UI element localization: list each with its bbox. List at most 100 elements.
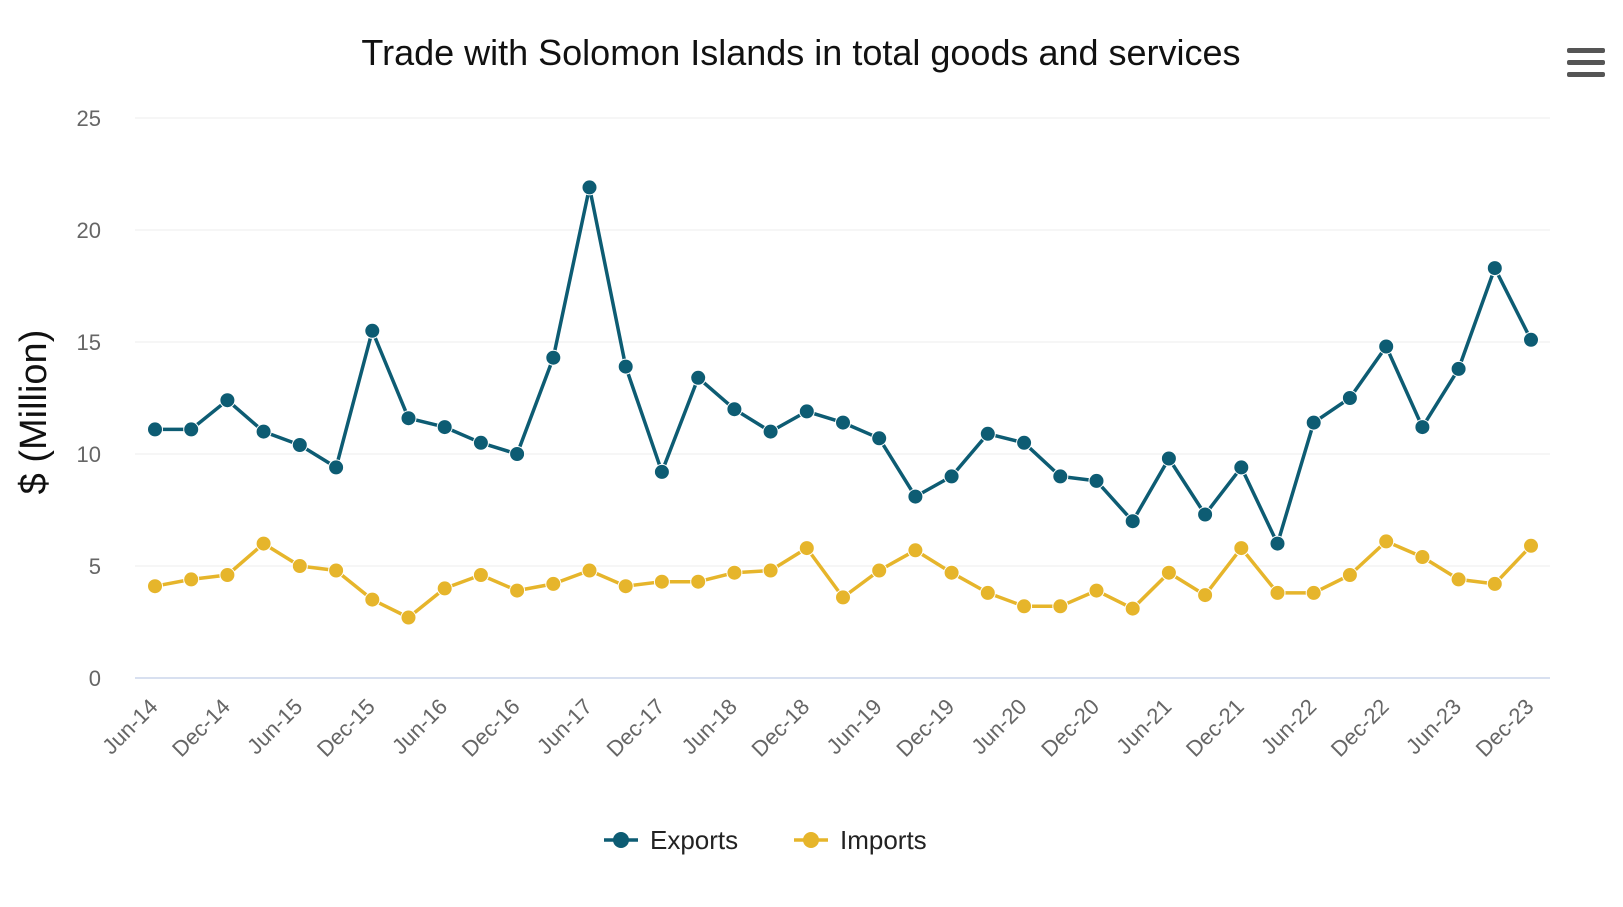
y-axis-label: $ (Million)	[13, 330, 55, 495]
imports-point[interactable]	[1088, 582, 1105, 599]
imports-point[interactable]	[1160, 564, 1177, 581]
exports-point[interactable]	[835, 414, 851, 431]
imports-point[interactable]	[1305, 584, 1322, 601]
x-tick-label: Jun-18	[677, 694, 742, 759]
imports-point[interactable]	[617, 578, 634, 595]
imports-point[interactable]	[798, 540, 815, 557]
x-tick-label: Jun-16	[387, 694, 452, 759]
legend-swatch-marker	[803, 832, 819, 848]
imports-point[interactable]	[472, 567, 489, 583]
exports-point[interactable]	[545, 349, 562, 366]
exports-point[interactable]	[943, 468, 960, 485]
exports-point[interactable]	[436, 419, 453, 436]
legend-item-exports[interactable]: Exports	[604, 825, 738, 855]
imports-point[interactable]	[219, 567, 236, 583]
chart-title: Trade with Solomon Islands in total good…	[361, 32, 1240, 73]
exports-point[interactable]	[183, 421, 200, 438]
imports-point[interactable]	[436, 580, 453, 597]
imports-point[interactable]	[1341, 567, 1358, 583]
x-axis-ticks: Jun-14 Dec-14 Jun-15 Dec-15 Jun-16 Dec-16 Jun-…	[97, 694, 1538, 762]
exports-point[interactable]	[147, 421, 163, 438]
imports-point[interactable]	[943, 564, 960, 581]
x-tick-label: Jun-21	[1111, 694, 1176, 759]
x-tick-label: Jun-19	[821, 694, 886, 759]
exports-point[interactable]	[762, 423, 779, 440]
exports-point[interactable]	[219, 392, 236, 409]
exports-point[interactable]	[1016, 434, 1033, 451]
imports-point[interactable]	[871, 562, 888, 579]
exports-point[interactable]	[255, 423, 272, 440]
imports-point[interactable]	[726, 564, 743, 581]
imports-point[interactable]	[147, 578, 163, 595]
exports-point[interactable]	[291, 437, 308, 453]
exports-point[interactable]	[364, 322, 381, 339]
imports-point[interactable]	[509, 582, 526, 599]
exports-point[interactable]	[1305, 414, 1322, 431]
exports-point[interactable]	[979, 425, 996, 442]
imports-point[interactable]	[762, 562, 779, 579]
imports-point[interactable]	[835, 589, 851, 606]
imports-point[interactable]	[545, 575, 562, 592]
exports-point[interactable]	[1197, 506, 1214, 523]
imports-point[interactable]	[255, 535, 272, 552]
exports-point[interactable]	[1450, 360, 1467, 377]
imports-point[interactable]	[1233, 540, 1250, 557]
imports-point[interactable]	[1523, 537, 1539, 554]
imports-point[interactable]	[1414, 549, 1431, 565]
imports-point[interactable]	[1378, 533, 1395, 550]
y-tick-label: 15	[77, 330, 101, 355]
imports-point[interactable]	[183, 571, 200, 588]
exports-point[interactable]	[1052, 468, 1069, 485]
imports-point[interactable]	[690, 573, 707, 590]
imports-point[interactable]	[581, 562, 598, 579]
x-tick-label: Dec-16	[457, 694, 525, 762]
exports-point[interactable]	[1486, 260, 1503, 277]
imports-point[interactable]	[1486, 575, 1503, 592]
imports-point[interactable]	[400, 609, 417, 626]
exports-point[interactable]	[1341, 390, 1358, 406]
imports-point[interactable]	[364, 591, 381, 608]
exports-point[interactable]	[1269, 535, 1286, 552]
exports-point[interactable]	[1523, 331, 1539, 348]
imports-point[interactable]	[1124, 600, 1141, 617]
imports-point[interactable]	[1450, 571, 1467, 588]
x-tick-label: Jun-23	[1401, 694, 1466, 759]
exports-point[interactable]	[1414, 419, 1431, 436]
exports-point[interactable]	[798, 403, 815, 420]
exports-point[interactable]	[581, 179, 598, 196]
imports-point[interactable]	[1052, 598, 1069, 615]
exports-point[interactable]	[1233, 459, 1250, 476]
imports-point[interactable]	[907, 542, 924, 559]
exports-point[interactable]	[509, 446, 526, 462]
exports-point[interactable]	[1124, 513, 1141, 530]
imports-point[interactable]	[653, 573, 670, 590]
exports-point[interactable]	[1378, 338, 1395, 355]
imports-point[interactable]	[979, 584, 996, 601]
exports-point[interactable]	[617, 358, 634, 375]
imports-point[interactable]	[328, 562, 345, 579]
exports-point[interactable]	[690, 369, 707, 386]
exports-point[interactable]	[726, 401, 743, 418]
exports-point[interactable]	[653, 463, 670, 480]
imports-point[interactable]	[1269, 584, 1286, 601]
legend-label: Imports	[840, 825, 927, 855]
exports-point[interactable]	[1160, 450, 1177, 467]
x-tick-label: Dec-15	[312, 694, 380, 762]
imports-point[interactable]	[291, 558, 308, 574]
exports-point[interactable]	[328, 459, 345, 476]
exports-point[interactable]	[472, 434, 489, 451]
x-tick-label: Jun-17	[532, 694, 597, 759]
hamburger-menu-icon[interactable]	[1567, 48, 1605, 77]
exports-point[interactable]	[1088, 472, 1105, 489]
exports-point[interactable]	[907, 488, 924, 505]
legend-item-imports[interactable]: Imports	[794, 825, 927, 855]
exports-point[interactable]	[400, 410, 417, 427]
x-tick-label: Jun-15	[242, 694, 307, 759]
legend-swatch-marker	[613, 832, 629, 848]
imports-point[interactable]	[1016, 598, 1033, 615]
imports-point[interactable]	[1197, 587, 1214, 604]
y-axis-ticks: 0 5 10 15 20 25	[77, 106, 101, 691]
y-tick-label: 10	[77, 442, 101, 467]
exports-point[interactable]	[871, 430, 888, 447]
